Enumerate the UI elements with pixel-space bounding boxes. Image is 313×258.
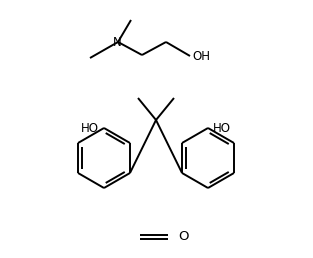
Text: HO: HO	[81, 122, 99, 134]
Text: O: O	[178, 230, 188, 244]
Text: OH: OH	[192, 50, 210, 62]
Text: N: N	[113, 36, 121, 49]
Text: HO: HO	[213, 122, 231, 134]
